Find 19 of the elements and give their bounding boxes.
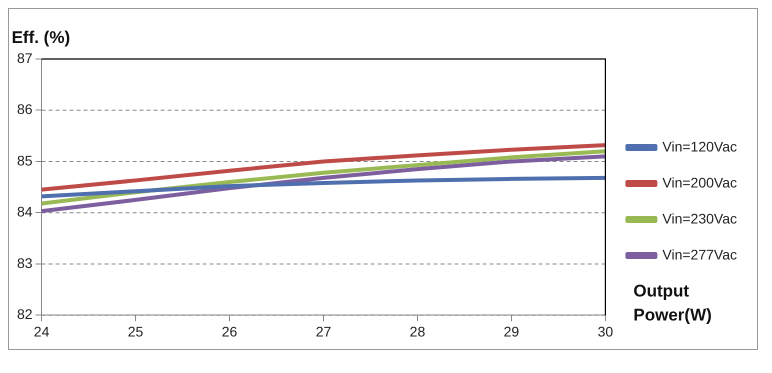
legend-label: Vin=200Vac (662, 174, 738, 190)
x-tick-label: 24 (34, 323, 50, 340)
x-tick-label: 25 (128, 323, 144, 340)
y-tick-label: 82 (16, 306, 33, 322)
y-axis-title: Eff. (%) (12, 28, 70, 48)
x-tick-label: 30 (598, 323, 614, 340)
y-tick-label: 83 (16, 254, 33, 271)
x-tick-label: 27 (316, 323, 332, 340)
x-tick-label: 26 (222, 323, 238, 340)
legend-label: Vin=277Vac (662, 246, 738, 262)
x-tick-label: 29 (504, 323, 520, 340)
y-tick-label: 84 (16, 204, 33, 220)
x-tick-label: 28 (410, 323, 426, 340)
y-tick-label: 86 (16, 101, 33, 118)
legend-label: Vin=230Vac (662, 210, 738, 226)
x-axis-title: Output Power(W) (633, 281, 712, 324)
legend-label: Vin=120Vac (662, 138, 738, 154)
y-tick-label: 87 (16, 50, 33, 66)
y-tick-label: 85 (16, 152, 33, 168)
